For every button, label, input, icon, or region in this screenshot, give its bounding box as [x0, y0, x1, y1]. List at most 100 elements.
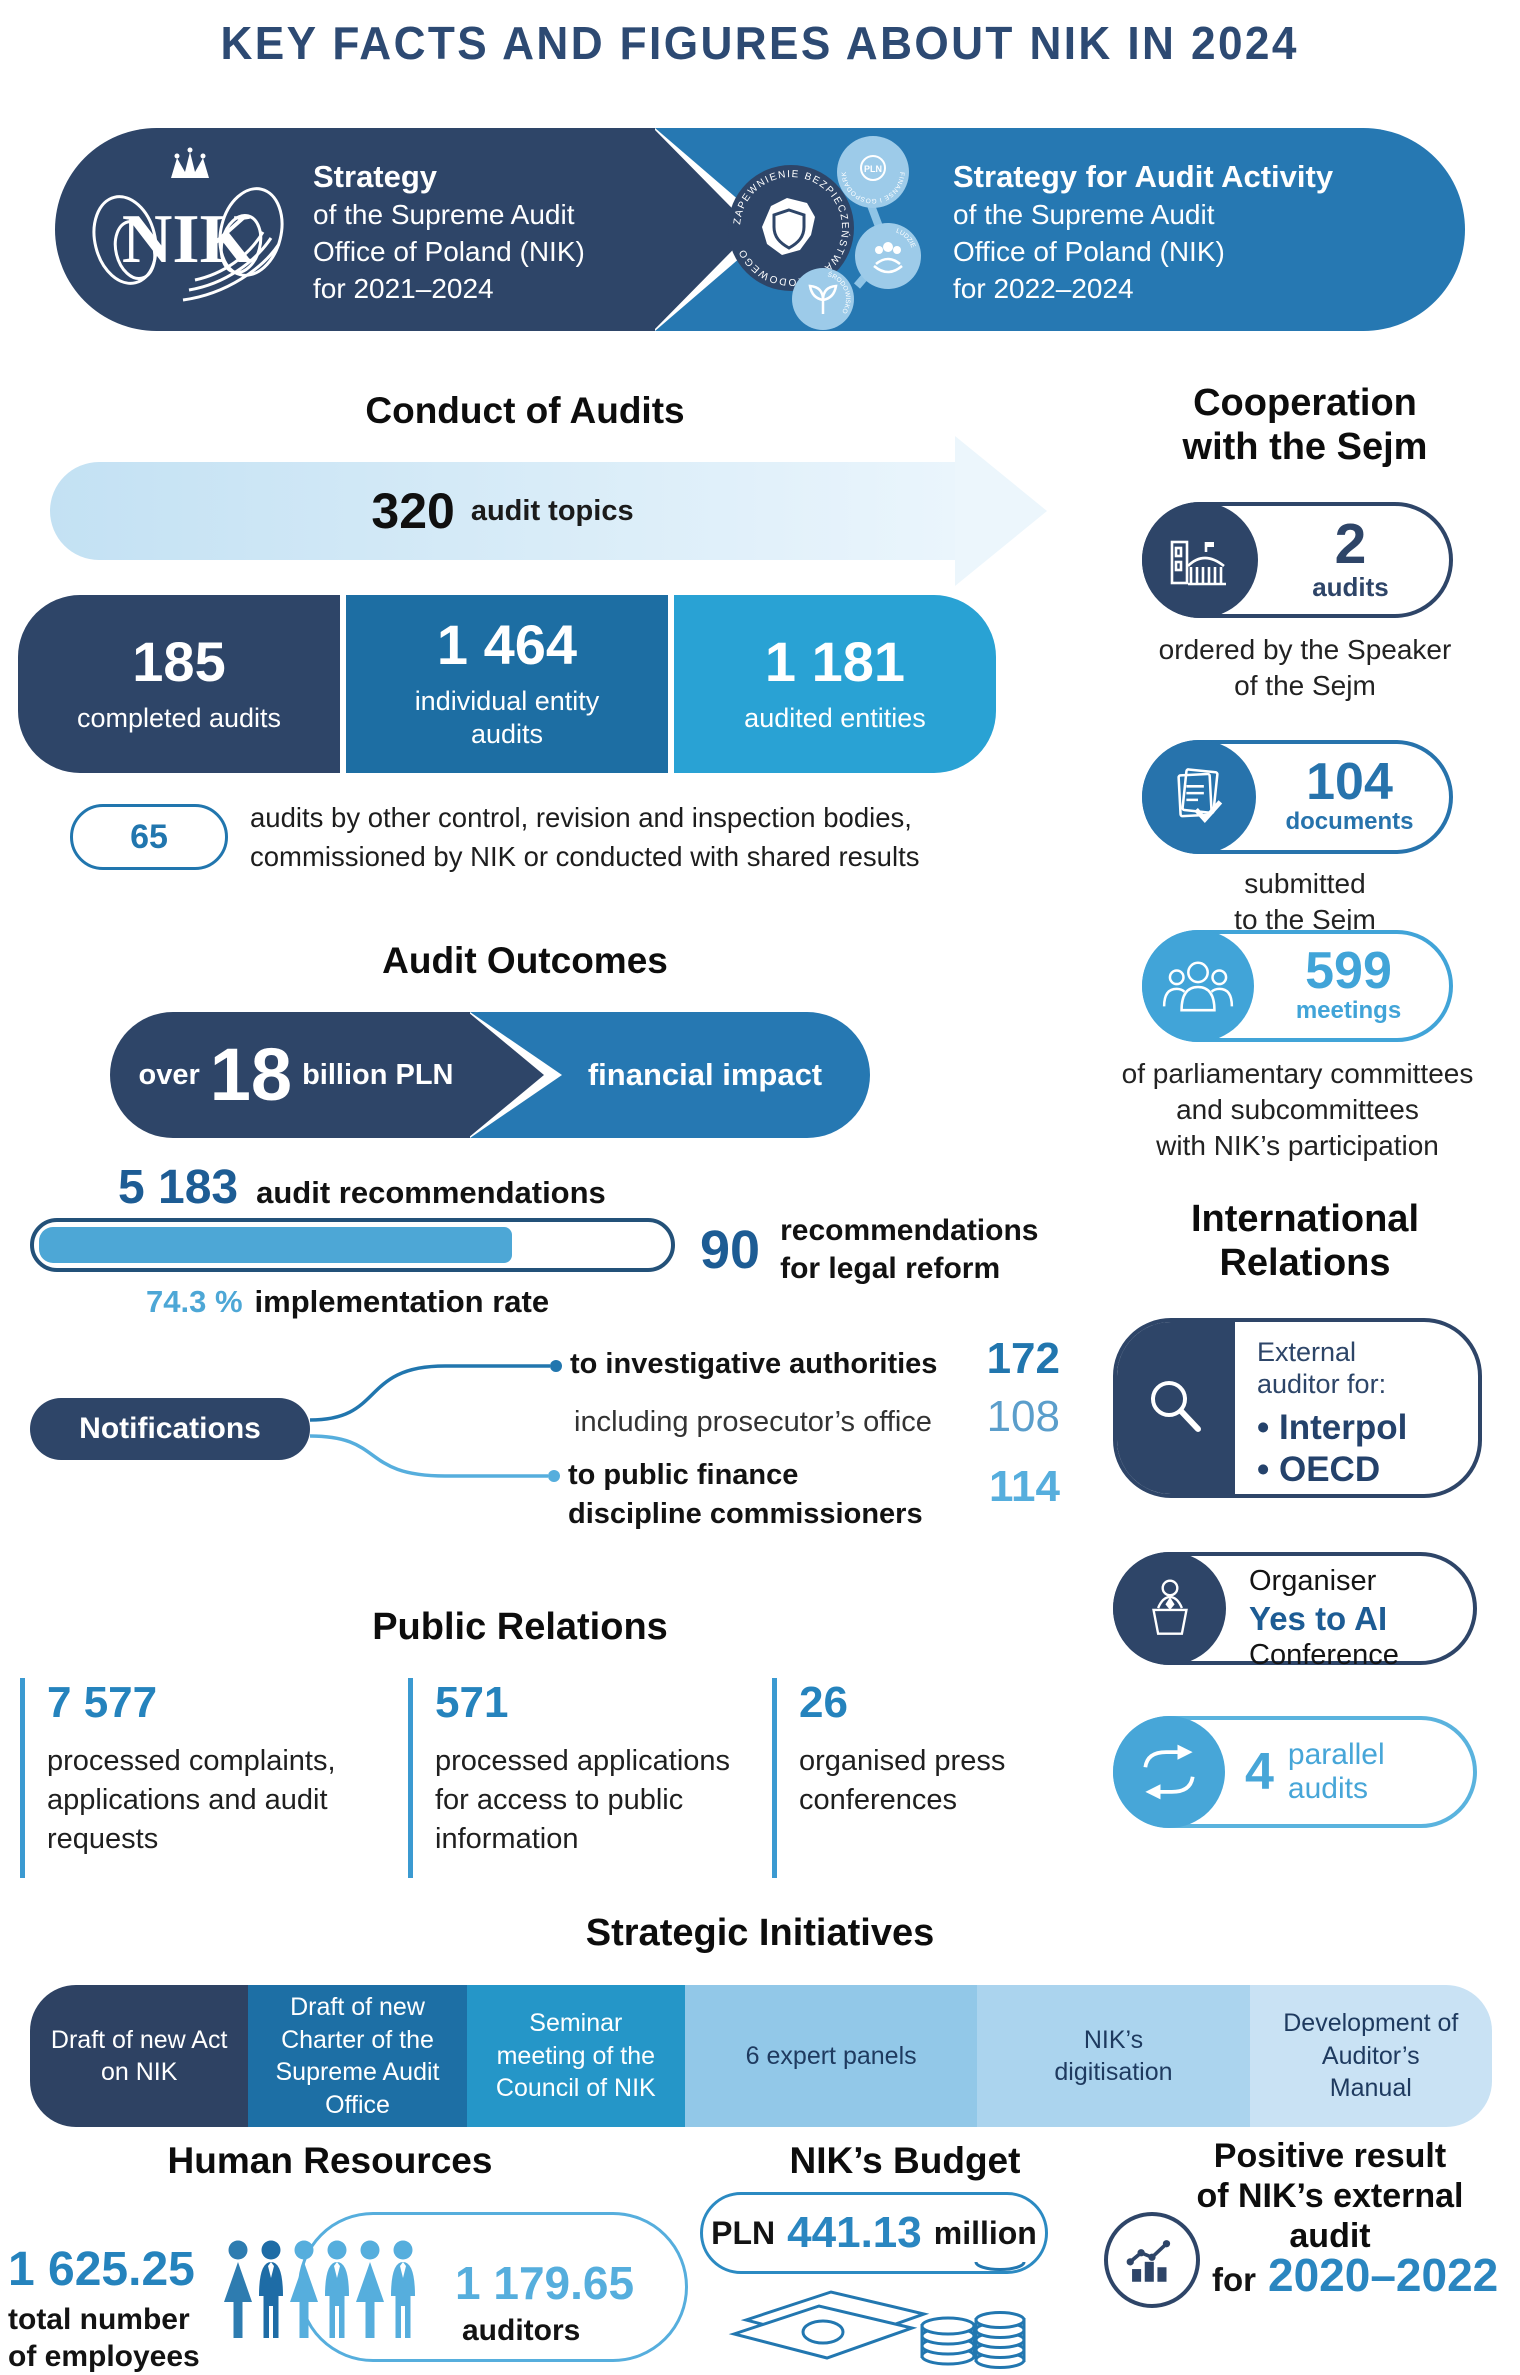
sejm-meetings-caption: of parliamentary committees and subcommi… [1075, 1056, 1520, 1163]
implementation-bar [30, 1218, 675, 1272]
conference-pill: Organiser Yes to AI Conference [1113, 1552, 1477, 1671]
hr-heading: Human Resources [167, 2140, 493, 2181]
pr-heading: Public Relations [372, 1606, 668, 1648]
magnifier-icon [1117, 1322, 1235, 1494]
impact-value: 18 [209, 1033, 293, 1116]
banner-right-line2: Office of Poland (NIK) [953, 235, 1225, 267]
sejm-heading: Cooperation with the Sejm [1090, 382, 1520, 469]
notification-row1-value: 172 [986, 1334, 1060, 1383]
employees-label: total number of employees [8, 2302, 200, 2375]
strategic-heading: Strategic Initiatives [585, 1912, 935, 1954]
sejm-audits-value: 2 [1334, 512, 1367, 577]
banner-right-heading: Strategy for Audit Activity [953, 159, 1334, 194]
sejm-audits-caption1: ordered by the Speaker [1158, 634, 1452, 665]
documents-icon [1142, 740, 1256, 854]
notifications-pill: Notifications [30, 1398, 310, 1460]
legal-reform-value: 90 [700, 1219, 761, 1280]
money-icon [726, 2262, 1026, 2374]
external-audit-heading: Positive result of NIK’s external audit [1140, 2136, 1520, 2256]
parallel-audits-pill: 4 parallel audits [1113, 1716, 1477, 1828]
external-auditor-line2: auditor for: [1257, 1369, 1387, 1400]
strategic-item-seminar: Seminar meeting of the Council of NIK [466, 1985, 685, 2127]
legal-reform-label2: for legal reform [780, 1251, 1001, 1285]
implementation-bar-fill [39, 1227, 513, 1263]
sejm-meetings-unit: meetings [1295, 996, 1402, 1024]
sejm-documents-pill: 104 documents [1142, 740, 1453, 854]
pr-complaints-label: processed complaints, applications and a… [47, 1745, 336, 1855]
sejm-heading-line2: with the Sejm [1182, 425, 1428, 468]
national-security-badge-icon: ZAPEWNIENIE BEZPIECZEŃSTWA NARODOWEGO PL… [683, 128, 933, 331]
entity-audits-label: individual entity audits [414, 686, 600, 749]
employees-people-icon [222, 2240, 437, 2352]
pr-item-press: 26 organised press conferences [772, 1678, 1012, 1878]
sejm-meetings-caption1: of parliamentary committees [1121, 1058, 1474, 1089]
strategic-row: Draft of new Act on NIK Draft of new Cha… [30, 1985, 1492, 2127]
notification-row2-value: 108 [986, 1392, 1060, 1441]
notifications-connectors [309, 1360, 562, 1482]
sejm-meetings-caption3: with NIK’s participation [1156, 1129, 1439, 1161]
strategic-item-manual: Development of Auditor’s Manual [1249, 1985, 1492, 2127]
audited-entities-value: 1 181 [764, 629, 906, 693]
sejm-building-icon [1142, 502, 1258, 618]
banner-left-heading: Strategy [313, 159, 438, 194]
sejm-meetings-value: 599 [1305, 942, 1392, 1001]
auditors-value: 1 179.65 [455, 2257, 635, 2309]
pr-item-complaints: 7 577 processed complaints, applications… [20, 1678, 380, 1878]
poland-map-icon [762, 198, 815, 255]
parallel-audits-value: 4 [1245, 1743, 1274, 1801]
banner-left-line1: of the Supreme Audit [313, 198, 575, 230]
sejm-audits-caption2: of the Sejm [1234, 670, 1376, 702]
impact-left-panel [110, 1012, 470, 1138]
pr-item-applications: 571 processed applications for access to… [408, 1678, 763, 1878]
svg-text:NIK: NIK [122, 201, 254, 278]
sejm-documents-caption: submitted to the Sejm [1090, 866, 1520, 939]
budget-suffix: million [933, 2214, 1037, 2251]
entity-audits-box: 1 464 individual entity audits [346, 595, 668, 773]
sejm-documents-caption1: submitted [1244, 868, 1366, 899]
implementation-value: 74.3 % [146, 1284, 243, 1319]
sejm-meetings-caption2: and subcommittees [1176, 1093, 1419, 1125]
entity-audits-value: 1 464 [436, 613, 578, 677]
external-auditor-line1: External [1257, 1337, 1357, 1367]
strategic-item-charter: Draft of new Charter of the Supreme Audi… [248, 1985, 467, 2127]
budget-value: 441.13 [787, 2208, 922, 2257]
sejm-meetings-pill: 599 meetings [1142, 930, 1453, 1042]
page-title: KEY FACTS AND FIGURES ABOUT NIK IN 2024 [220, 17, 1300, 69]
sejm-audits-unit: audits [1312, 571, 1389, 602]
external-auditor-item1: • Interpol [1257, 1407, 1408, 1447]
notifications-label: Notifications [79, 1412, 261, 1445]
notification-row1-label: to investigative authorities [570, 1348, 938, 1380]
international-heading-line2: Relations [1219, 1241, 1391, 1284]
budget-heading: NIK’s Budget [789, 2140, 1021, 2181]
external-audit-heading-line3: audit [1289, 2217, 1371, 2256]
strategic-item-panels: 6 expert panels [684, 1985, 978, 2127]
parallel-arrows-icon [1113, 1716, 1225, 1828]
legal-reform-label1: recommendations [780, 1214, 1039, 1247]
audited-entities-box: 1 181 audited entities [674, 595, 996, 773]
other-audits-value: 65 [130, 817, 168, 856]
strategic-item-digitisation: NIK’s digitisation [977, 1985, 1250, 2127]
international-heading-line1: International [1190, 1198, 1420, 1240]
pr-press-value: 26 [799, 1678, 848, 1727]
external-audit-heading-line2: of NIK’s external [1196, 2177, 1464, 2216]
audit-topics-label: audit topics [470, 494, 634, 527]
impact-label: financial impact [587, 1057, 823, 1092]
auditors-label: auditors [462, 2314, 581, 2347]
completed-audits-value: 185 [132, 629, 226, 693]
banner-right-line1: of the Supreme Audit [953, 198, 1215, 230]
completed-audits-label: completed audits [76, 702, 282, 733]
completed-audits-box: 185 completed audits [18, 595, 340, 773]
pr-press-label: organised press conferences [799, 1745, 1006, 1816]
notification-row3-line1: to public finance [568, 1459, 799, 1491]
sejm-heading-line1: Cooperation [1193, 382, 1417, 424]
strategic-item-act: Draft of new Act on NIK [30, 1985, 249, 2127]
pr-applications-label: processed applications for access to pub… [435, 1745, 731, 1855]
conduct-heading: Conduct of Audits [365, 390, 685, 431]
sejm-documents-value: 104 [1306, 753, 1393, 812]
shield-icon [772, 208, 806, 250]
outcomes-heading: Audit Outcomes [382, 940, 668, 981]
sejm-audits-caption: ordered by the Speaker of the Sejm [1090, 632, 1520, 705]
external-audit-value: 2020–2022 [1268, 2249, 1499, 2301]
notification-row3-value: 114 [989, 1462, 1060, 1511]
banner-left-panel [55, 128, 655, 331]
